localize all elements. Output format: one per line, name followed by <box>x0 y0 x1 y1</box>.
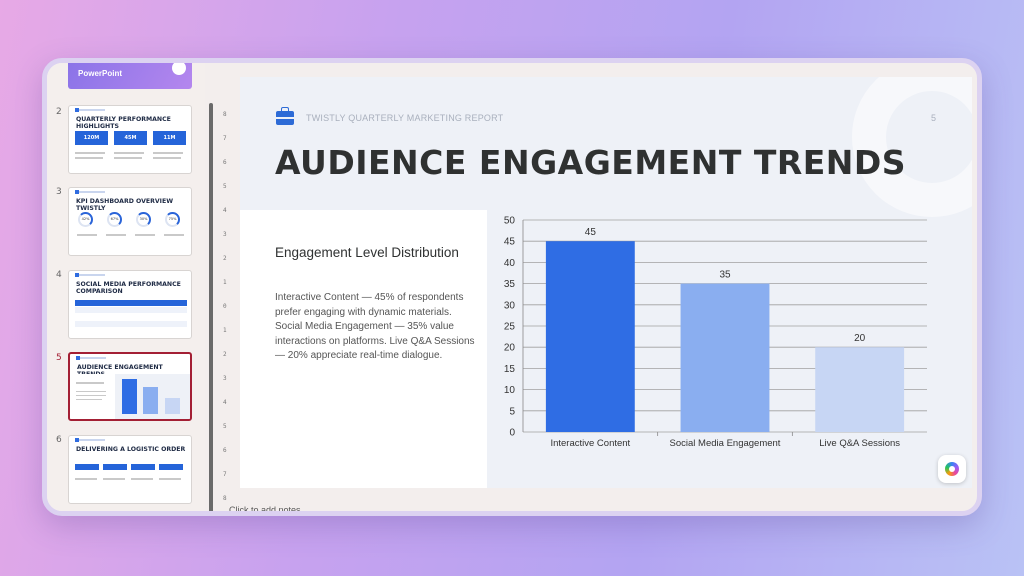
ruler-mark: 8 <box>223 111 227 118</box>
slide-number-5: 5 <box>56 353 62 363</box>
slide-canvas[interactable]: TWISTLY QUARTERLY MARKETING REPORT 5 AUD… <box>240 77 972 488</box>
slide-thumbnail-1[interactable]: PowerPoint <box>68 63 192 89</box>
slide-thumbnail-pane[interactable]: PowerPoint 2 QUARTERLY PERFORMANCE HIGHL… <box>47 63 205 511</box>
thumb-3-ring-4: 75% <box>165 212 180 227</box>
slide-thumbnail-6[interactable]: DELIVERING A LOGISTIC ORDER <box>68 435 192 504</box>
thumb-3-ring-2: 67% <box>107 212 122 227</box>
thumb-3-ring-3: 30% <box>136 212 151 227</box>
thumb-1-title: PowerPoint <box>78 69 123 78</box>
notes-placeholder[interactable]: Click to add notes <box>229 505 301 515</box>
ruler-mark: 6 <box>223 159 227 166</box>
y-tick-label: 5 <box>509 406 515 417</box>
y-tick-label: 25 <box>504 322 516 333</box>
panel-body[interactable]: Interactive Content — 45% of respondents… <box>275 292 475 361</box>
bar-chart[interactable]: 0 5 10 15 20 25 30 35 40 45 50 45 Interactive Conten… <box>487 210 972 488</box>
y-tick-label: 10 <box>504 385 516 396</box>
data-label: 45 <box>585 227 597 238</box>
bar <box>545 241 635 432</box>
thumb-6-title: DELIVERING A LOGISTIC ORDER <box>76 446 186 453</box>
ruler-mark: 7 <box>223 135 227 142</box>
y-tick-label: 20 <box>504 343 516 354</box>
thumb-2-box-2: 45M <box>114 131 147 145</box>
chart-icon <box>172 63 186 75</box>
slide-thumbnail-3[interactable]: KPI DASHBOARD OVERVIEW TWISTLY 42% 67% 3… <box>68 187 192 256</box>
ruler-mark: 4 <box>223 399 227 406</box>
slide-thumbnail-2[interactable]: QUARTERLY PERFORMANCE HIGHLIGHTS 120M 45… <box>68 105 192 174</box>
y-tick-label: 45 <box>504 237 516 248</box>
thumbnail-scrollbar[interactable] <box>209 103 213 511</box>
ruler-mark: 1 <box>223 279 227 286</box>
bar <box>680 283 770 432</box>
slide-page-number: 5 <box>930 113 936 123</box>
x-tick-label: Interactive Content <box>550 438 630 449</box>
chart-container[interactable]: 0 5 10 15 20 25 30 35 40 45 50 45 Interactive Conten… <box>487 210 972 488</box>
ruler-mark: 2 <box>223 351 227 358</box>
y-tick-label: 50 <box>504 216 516 227</box>
ruler-mark: 6 <box>223 447 227 454</box>
thumb-2-box-1: 120M <box>75 131 108 145</box>
x-tick-label: Live Q&A Sessions <box>819 438 900 449</box>
vertical-ruler: 8 7 6 5 4 3 2 1 0 1 2 3 4 5 6 7 8 <box>220 71 232 511</box>
y-tick-label: 0 <box>509 428 515 439</box>
ruler-mark: 2 <box>223 255 227 262</box>
app-window: PowerPoint 2 QUARTERLY PERFORMANCE HIGHL… <box>42 58 982 516</box>
text-panel[interactable]: Engagement Level Distribution Interactiv… <box>240 210 487 488</box>
y-tick-label: 30 <box>504 300 516 311</box>
ruler-mark: 0 <box>223 303 227 310</box>
thumb-3-ring-1: 42% <box>78 212 93 227</box>
ruler-mark: 3 <box>223 375 227 382</box>
thumb-2-title: QUARTERLY PERFORMANCE HIGHLIGHTS <box>76 116 171 130</box>
slide-number-3: 3 <box>56 187 62 197</box>
thumb-4-title: SOCIAL MEDIA PERFORMANCE COMPARISON <box>76 281 181 295</box>
ruler-mark: 3 <box>223 231 227 238</box>
ruler-mark: 1 <box>223 327 227 334</box>
slide-headline[interactable]: AUDIENCE ENGAGEMENT TRENDS <box>275 143 907 182</box>
slide-thumbnail-5[interactable]: AUDIENCE ENGAGEMENT TRENDS <box>68 352 192 421</box>
copilot-icon[interactable] <box>938 455 966 483</box>
bar <box>815 347 905 432</box>
slide-number-6: 6 <box>56 435 62 445</box>
thumb-3-title: KPI DASHBOARD OVERVIEW TWISTLY <box>76 198 174 212</box>
thumb-2-box-3: 11M <box>153 131 186 145</box>
slide-number-4: 4 <box>56 270 62 280</box>
data-label: 20 <box>854 333 866 344</box>
slide-thumbnail-4[interactable]: SOCIAL MEDIA PERFORMANCE COMPARISON <box>68 270 192 339</box>
briefcase-icon <box>276 107 294 125</box>
x-tick-label: Social Media Engagement <box>670 438 781 449</box>
ruler-mark: 4 <box>223 207 227 214</box>
ruler-mark: 5 <box>223 423 227 430</box>
y-tick-label: 35 <box>504 279 516 290</box>
data-label: 35 <box>719 270 731 281</box>
panel-title[interactable]: Engagement Level Distribution <box>275 245 459 260</box>
ruler-mark: 5 <box>223 183 227 190</box>
report-label: TWISTLY QUARTERLY MARKETING REPORT <box>306 113 504 123</box>
ruler-mark: 8 <box>223 495 227 502</box>
slide-number-2: 2 <box>56 107 62 117</box>
y-tick-label: 15 <box>504 364 516 375</box>
ruler-mark: 7 <box>223 471 227 478</box>
y-tick-label: 40 <box>504 258 516 269</box>
